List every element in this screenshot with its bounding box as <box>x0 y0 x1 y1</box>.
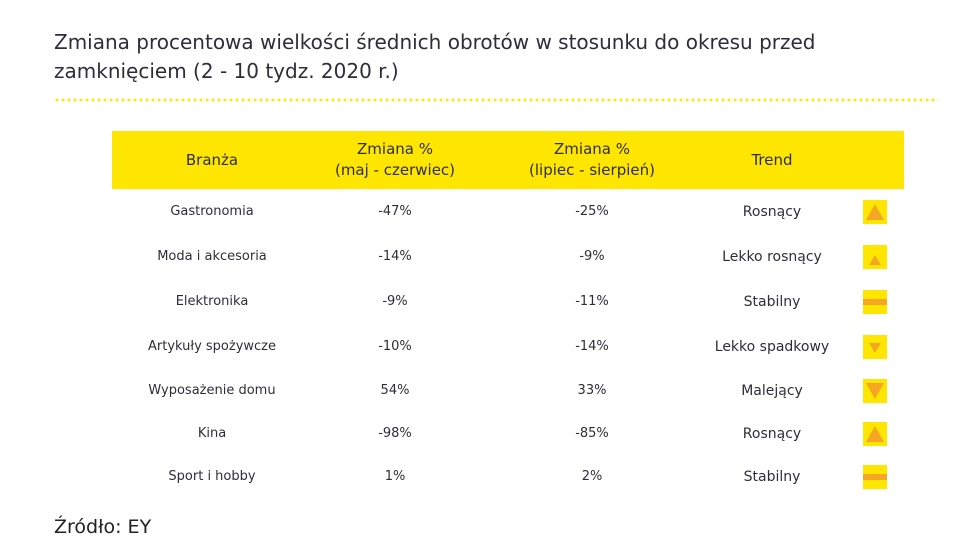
cell-branza: Moda i akcesoria <box>157 249 267 264</box>
table-row: Elektronika -9% -11% Stabilny <box>112 290 942 314</box>
source-note: Źródło: EY <box>54 516 152 538</box>
cell-trend: Lekko spadkowy <box>714 339 830 355</box>
cell-branza: Artykuły spożywcze <box>147 339 276 354</box>
cell-trend: Stabilny <box>743 469 801 485</box>
arrow-up-icon <box>863 422 887 446</box>
header-trend: Trend <box>751 150 793 169</box>
cell-branza: Gastronomia <box>170 204 254 219</box>
table-row: Gastronomia -47% -25% Rosnący <box>112 200 942 224</box>
cell-trend: Stabilny <box>743 294 801 310</box>
table-row: Sport i hobby 1% 2% Stabilny <box>112 465 942 489</box>
cell-lip: 33% <box>577 383 607 398</box>
cell-lip: 2% <box>581 469 603 484</box>
cell-branza: Wyposażenie domu <box>148 383 276 398</box>
table-row: Wyposażenie domu 54% 33% Malejący <box>112 379 942 403</box>
header-branza: Branża <box>185 150 239 169</box>
cell-maj: 54% <box>380 383 410 398</box>
header-lip-line-2: (lipiec - sierpień) <box>529 161 655 179</box>
cell-trend: Rosnący <box>742 204 802 220</box>
header-lipiec-sierpien: Zmiana % (lipiec - sierpień) <box>492 131 692 189</box>
header-lip-line-1: Zmiana % <box>554 140 630 158</box>
cell-maj: -98% <box>378 426 412 441</box>
table-row: Moda i akcesoria -14% -9% Lekko rosnący <box>112 245 942 269</box>
table-row: Artykuły spożywcze -10% -14% Lekko spadk… <box>112 335 942 359</box>
header-maj-czerwiec: Zmiana % (maj - czerwiec) <box>292 131 498 189</box>
cell-maj: -10% <box>378 339 412 354</box>
cell-branza: Sport i hobby <box>168 469 256 484</box>
cell-maj: -14% <box>378 249 412 264</box>
cell-lip: -25% <box>575 204 609 219</box>
table-row: Kina -98% -85% Rosnący <box>112 422 942 446</box>
cell-maj: 1% <box>384 469 406 484</box>
small-arrow-up-icon <box>863 245 887 269</box>
cell-branza: Kina <box>197 426 227 441</box>
cell-lip: -9% <box>579 249 605 264</box>
small-arrow-down-icon <box>863 335 887 359</box>
title-line-1: Zmiana procentowa wielkości średnich obr… <box>54 30 816 54</box>
cell-trend: Lekko rosnący <box>722 249 822 265</box>
cell-lip: -85% <box>575 426 609 441</box>
stable-bar-icon <box>863 465 887 489</box>
title-line-2: zamknięciem (2 - 10 tydz. 2020 r.) <box>54 59 399 83</box>
arrow-down-icon <box>863 379 887 403</box>
cell-trend: Rosnący <box>742 426 802 442</box>
cell-trend: Malejący <box>741 383 803 399</box>
table-header: Branża Zmiana % (maj - czerwiec) Zmiana … <box>112 131 904 189</box>
stable-bar-icon <box>863 290 887 314</box>
dotted-divider <box>54 98 938 102</box>
cell-lip: -14% <box>575 339 609 354</box>
header-maj-line-2: (maj - czerwiec) <box>334 161 456 179</box>
arrow-up-icon <box>863 200 887 224</box>
cell-lip: -11% <box>575 294 609 309</box>
cell-maj: -47% <box>378 204 412 219</box>
page-title: Zmiana procentowa wielkości średnich obr… <box>54 28 914 86</box>
header-maj-line-1: Zmiana % <box>357 140 433 158</box>
cell-branza: Elektronika <box>175 294 249 309</box>
cell-maj: -9% <box>382 294 408 309</box>
